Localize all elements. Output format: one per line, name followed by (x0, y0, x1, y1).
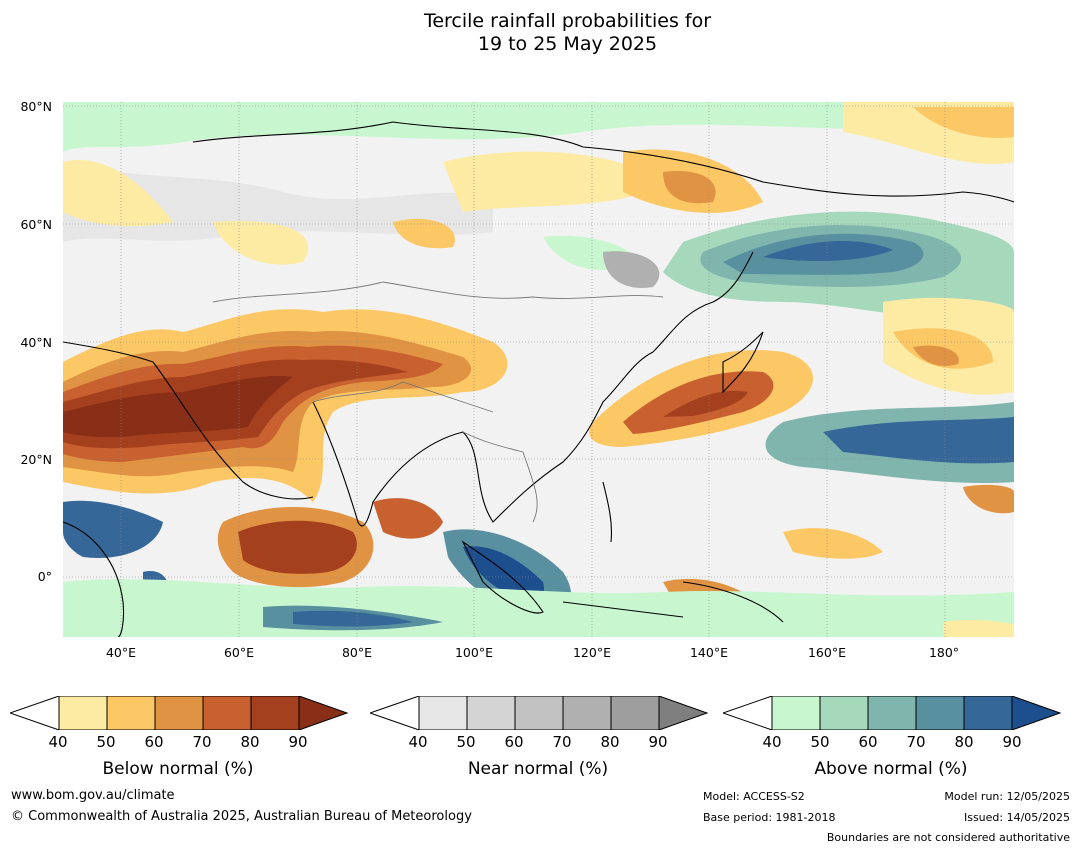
tick-label: 90 (288, 733, 308, 751)
tick-label: 60 (504, 733, 524, 751)
tick-label: 50 (456, 733, 476, 751)
colorbar-extend-low (368, 695, 420, 731)
tick-label: 80 (954, 733, 974, 751)
tick-label: 50 (810, 733, 830, 751)
colorbar-bin (106, 695, 156, 731)
tick-label: 70 (552, 733, 572, 751)
tick-label: 70 (906, 733, 926, 751)
colorbar-bin (514, 695, 564, 731)
colorbar-bin (963, 695, 1013, 731)
colorbar-bin (58, 695, 108, 731)
lon-label-120e: 120°E (572, 645, 611, 660)
lon-label-180: 180° (928, 645, 960, 660)
colorbar-bin (418, 695, 468, 731)
tick-label: 60 (144, 733, 164, 751)
colorbar-above-normal (721, 695, 1063, 731)
lon-label-40e: 40°E (105, 645, 137, 660)
tick-label: 60 (858, 733, 878, 751)
colorbar-bin (562, 695, 612, 731)
colorbar-bin (466, 695, 516, 731)
colorbar-label-near: Near normal (%) (467, 759, 609, 779)
colorbar-extend-high (1011, 695, 1062, 731)
lon-label-140e: 140°E (689, 645, 728, 660)
title-line-2: 19 to 25 May 2025 (477, 33, 658, 55)
tick-label: 80 (240, 733, 260, 751)
colorbar-extend-high (658, 695, 709, 731)
lat-label-60n: 60°N (20, 217, 52, 232)
tick-label: 90 (1002, 733, 1022, 751)
colorbar-extend-low (8, 695, 60, 731)
lon-label-80e: 80°E (341, 645, 373, 660)
lon-label-100e: 100°E (454, 645, 493, 660)
colorbar-graphic (8, 695, 349, 731)
copyright-text: © Commonwealth of Australia 2025, Austra… (11, 809, 472, 824)
website-link[interactable]: www.bom.gov.au/climate (11, 788, 175, 803)
boundaries-note: Boundaries are not considered authoritat… (826, 831, 1070, 844)
tick-label: 50 (96, 733, 116, 751)
colorbar-bin (771, 695, 821, 731)
map-graphic (63, 102, 1014, 637)
colorbar-label-above: Above normal (%) (814, 759, 968, 779)
base-period-text: Base period: 1981-2018 (703, 811, 836, 824)
probability-map (63, 102, 1014, 637)
colorbar-bin (915, 695, 965, 731)
tick-label: 80 (600, 733, 620, 751)
lon-label-60e: 60°E (223, 645, 255, 660)
colorbar-near-normal (368, 695, 710, 731)
title-line-1: Tercile rainfall probabilities for (423, 10, 712, 32)
tick-label: 90 (648, 733, 668, 751)
map-title: Tercile rainfall probabilities for 19 to… (0, 10, 1081, 56)
model-run-text: Model run: 12/05/2025 (944, 790, 1070, 803)
model-text: Model: ACCESS-S2 (703, 790, 805, 803)
colorbar-bin (819, 695, 869, 731)
colorbar-bin (250, 695, 300, 731)
colorbar-label-below: Below normal (%) (102, 759, 254, 779)
lat-label-0: 0° (37, 569, 52, 584)
issued-text: Issued: 14/05/2025 (963, 811, 1070, 824)
tick-label: 40 (408, 733, 428, 751)
colorbar-bin (202, 695, 252, 731)
colorbar-graphic (368, 695, 709, 731)
colorbar-below-normal (8, 695, 350, 731)
tick-label: 40 (48, 733, 68, 751)
tick-label: 70 (192, 733, 212, 751)
lat-label-40n: 40°N (20, 335, 52, 350)
colorbar-bin (867, 695, 917, 731)
colorbar-bin (154, 695, 204, 731)
lat-label-20n: 20°N (20, 452, 52, 467)
tick-label: 40 (762, 733, 782, 751)
colorbar-graphic (721, 695, 1062, 731)
colorbar-extend-low (721, 695, 773, 731)
colorbar-bin (610, 695, 660, 731)
lon-label-160e: 160°E (807, 645, 846, 660)
colorbar-extend-high (298, 695, 349, 731)
lat-label-80n: 80°N (20, 99, 52, 114)
